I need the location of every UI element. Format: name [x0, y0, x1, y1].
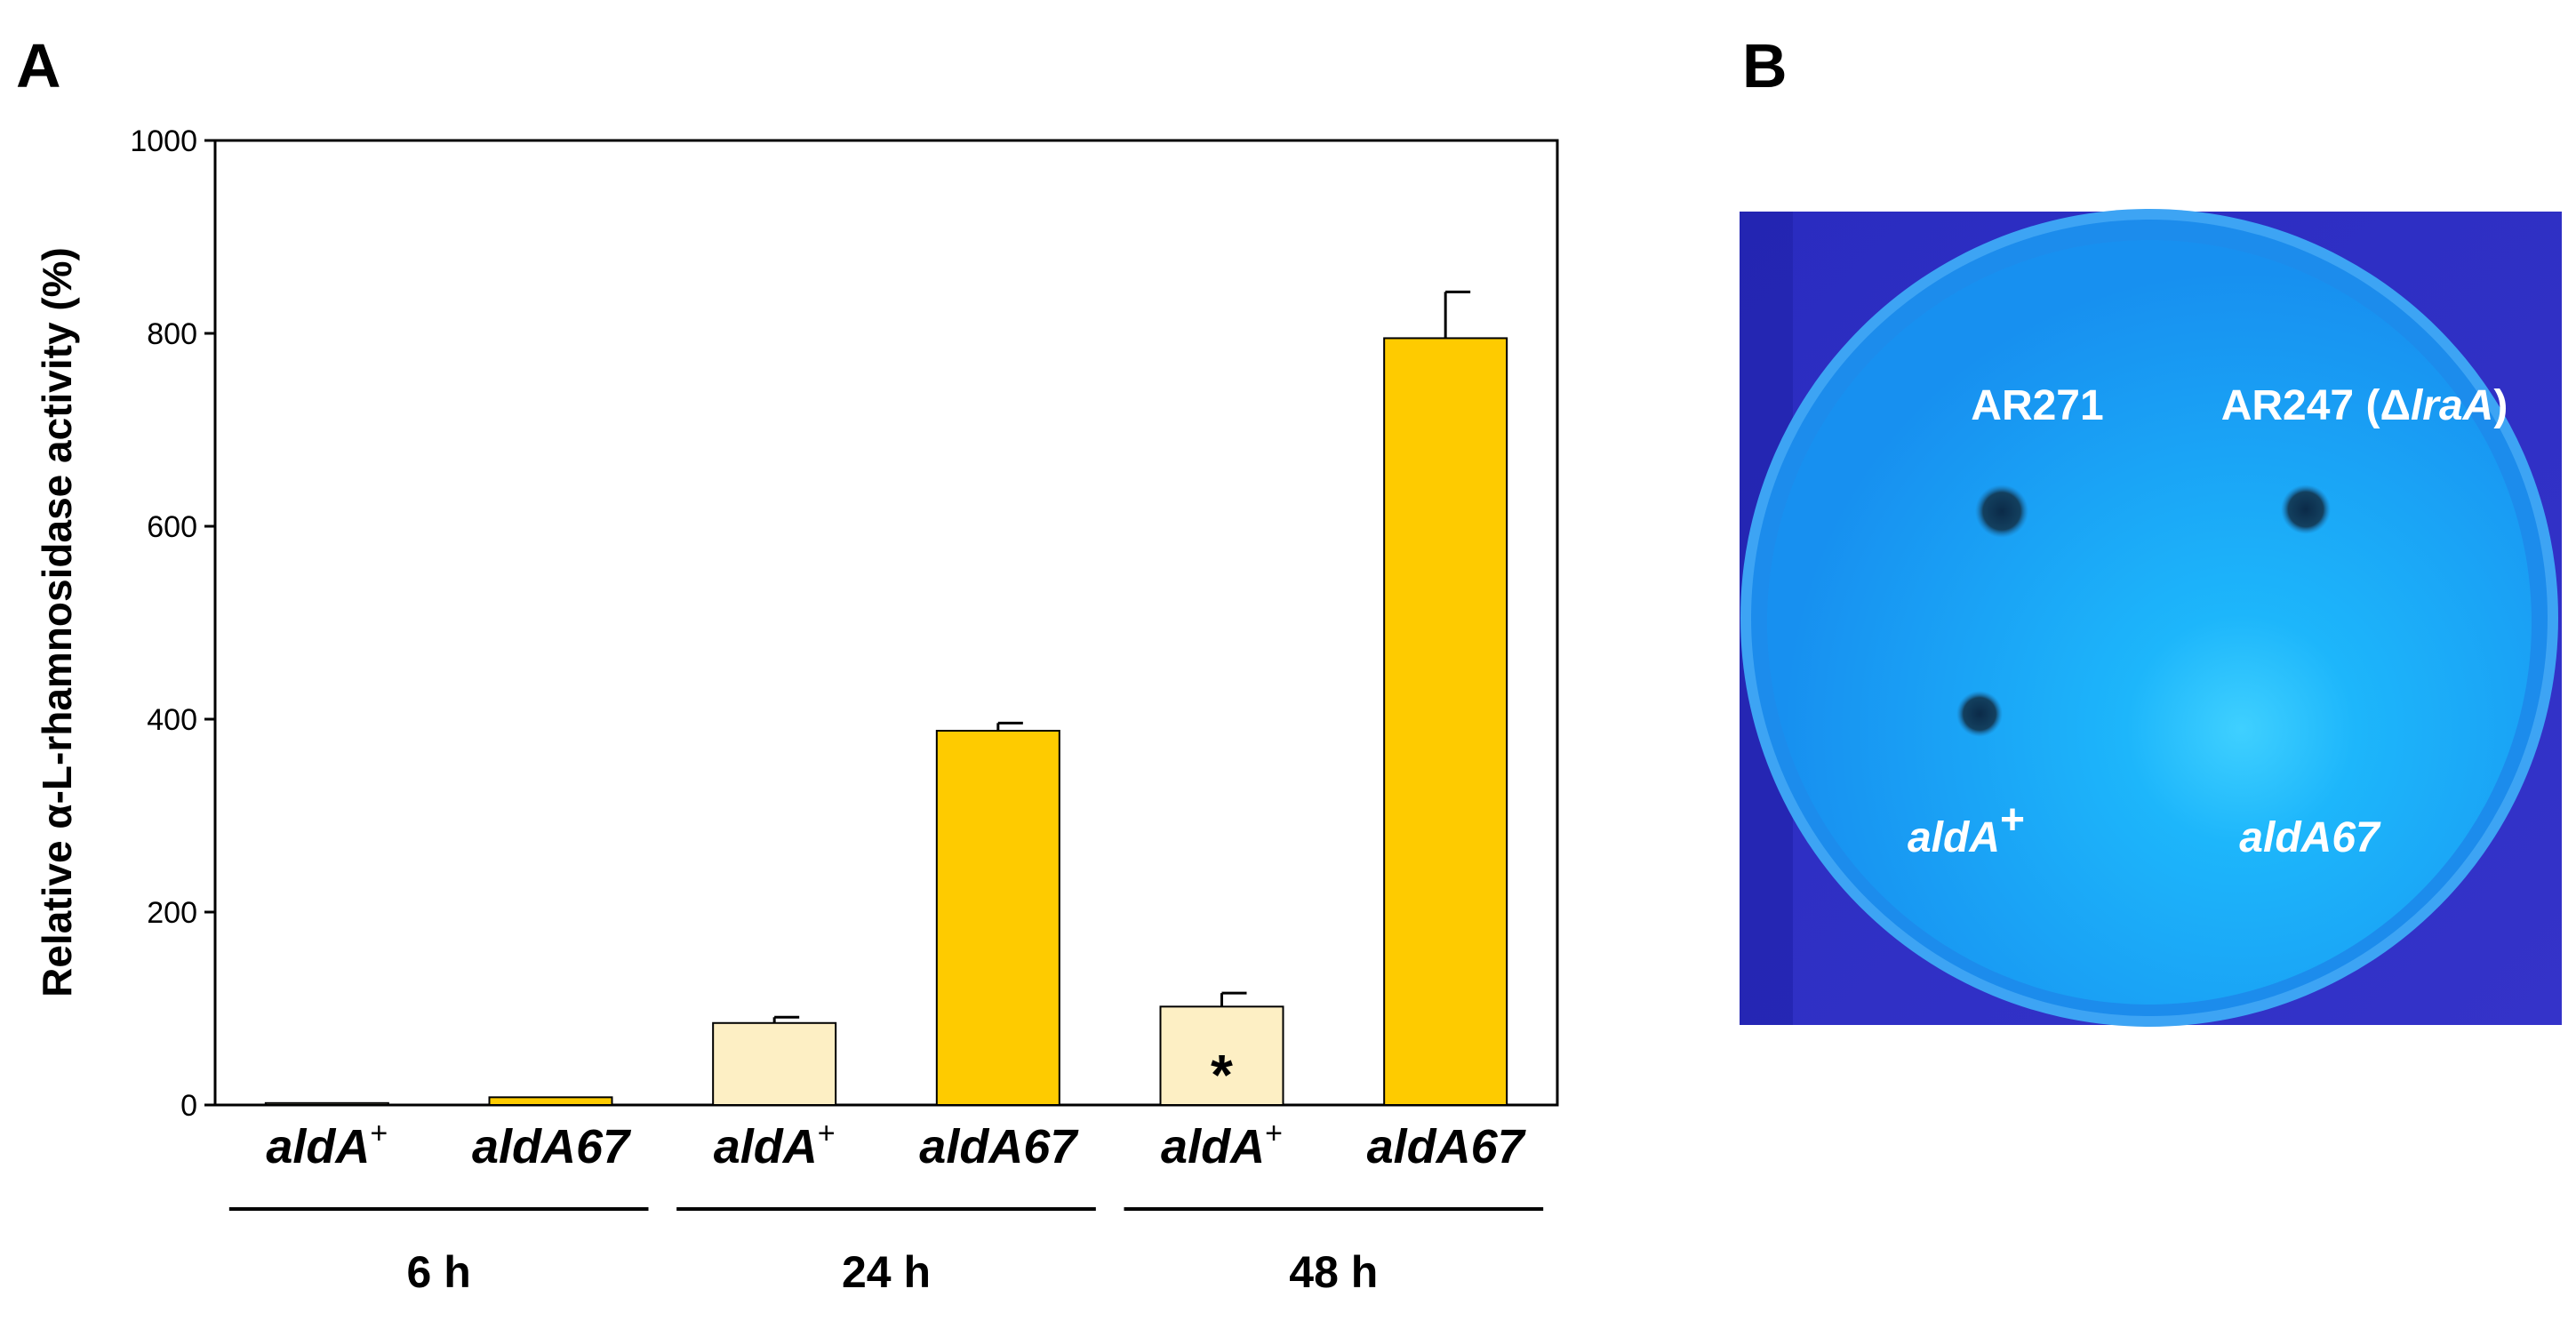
panel-a-label: A: [16, 31, 61, 100]
x-category-name: aldA: [714, 1120, 818, 1173]
y-tick-label: 600: [147, 510, 197, 544]
x-category-label: aldA67: [472, 1120, 632, 1173]
strain-right-gene: lraA: [2411, 382, 2493, 429]
y-tick-label: 1000: [130, 124, 197, 158]
y-tick-label: 800: [147, 317, 197, 351]
colony-spot: [2281, 484, 2331, 534]
colony-spot: [1975, 484, 2028, 538]
group-label: 24 h: [842, 1247, 931, 1297]
bar: [264, 1101, 389, 1106]
bar-chart: Relative α-L-rhamnosidase activity (%) 0…: [34, 124, 1559, 1297]
x-category-label: aldA+: [266, 1117, 388, 1173]
y-tick-label: 0: [180, 1089, 197, 1123]
significance-marker: *: [1211, 1043, 1233, 1107]
strain-label-left: AR271: [1971, 382, 2103, 429]
x-category-label: aldA+: [1161, 1117, 1283, 1173]
y-tick-label: 200: [147, 896, 197, 930]
y-axis-label: Relative α-L-rhamnosidase activity (%): [34, 247, 80, 997]
bar: [935, 730, 1060, 1107]
group-label: 6 h: [407, 1247, 471, 1297]
strain-right-prefix: AR247 (Δ: [2221, 382, 2411, 429]
genotype-label-right: aldA67: [2239, 814, 2381, 861]
x-category-name: aldA67: [1367, 1120, 1527, 1173]
bar: [488, 1096, 613, 1106]
group-label: 48 h: [1289, 1247, 1378, 1297]
x-category-sup: +: [1265, 1117, 1283, 1150]
x-category-label: aldA67: [1367, 1120, 1527, 1173]
bar: [712, 1021, 837, 1107]
genotype-left-sup: +: [2000, 797, 2025, 844]
x-category-name: aldA67: [919, 1120, 1079, 1173]
strain-label-right: AR247 (ΔlraA): [2221, 382, 2508, 429]
panel-b-label: B: [1742, 31, 1788, 100]
colony-spot: [1956, 691, 2003, 737]
x-category-name: aldA: [1161, 1120, 1265, 1173]
x-category-label: aldA67: [919, 1120, 1079, 1173]
genotype-left-name: aldA: [1908, 814, 2000, 861]
plate-agar: [1767, 240, 2532, 1005]
group-labels: 6 h 24 h 48 h: [228, 1207, 1544, 1297]
bar: [1383, 337, 1508, 1106]
genotype-label-left: aldA+: [1908, 797, 2025, 861]
x-category-sup: +: [370, 1117, 388, 1150]
plot-frame: [213, 139, 1559, 1107]
plate-photo: AR271 AR247 (ΔlraA) aldA+ aldA67: [1740, 209, 2562, 1027]
strain-right-suffix: ): [2493, 382, 2508, 429]
bars: *: [264, 290, 1508, 1107]
y-axis-ticks: 0 200 400 600 800 1000: [130, 124, 215, 1123]
x-category-label: aldA+: [714, 1117, 836, 1173]
x-category-name: aldA: [266, 1120, 370, 1173]
x-category-name: aldA67: [472, 1120, 632, 1173]
x-category-sup: +: [818, 1117, 836, 1150]
x-axis-category-labels: aldA+ aldA67 aldA+ aldA67 aldA+ aldA67: [266, 1117, 1526, 1173]
y-tick-label: 400: [147, 703, 197, 737]
